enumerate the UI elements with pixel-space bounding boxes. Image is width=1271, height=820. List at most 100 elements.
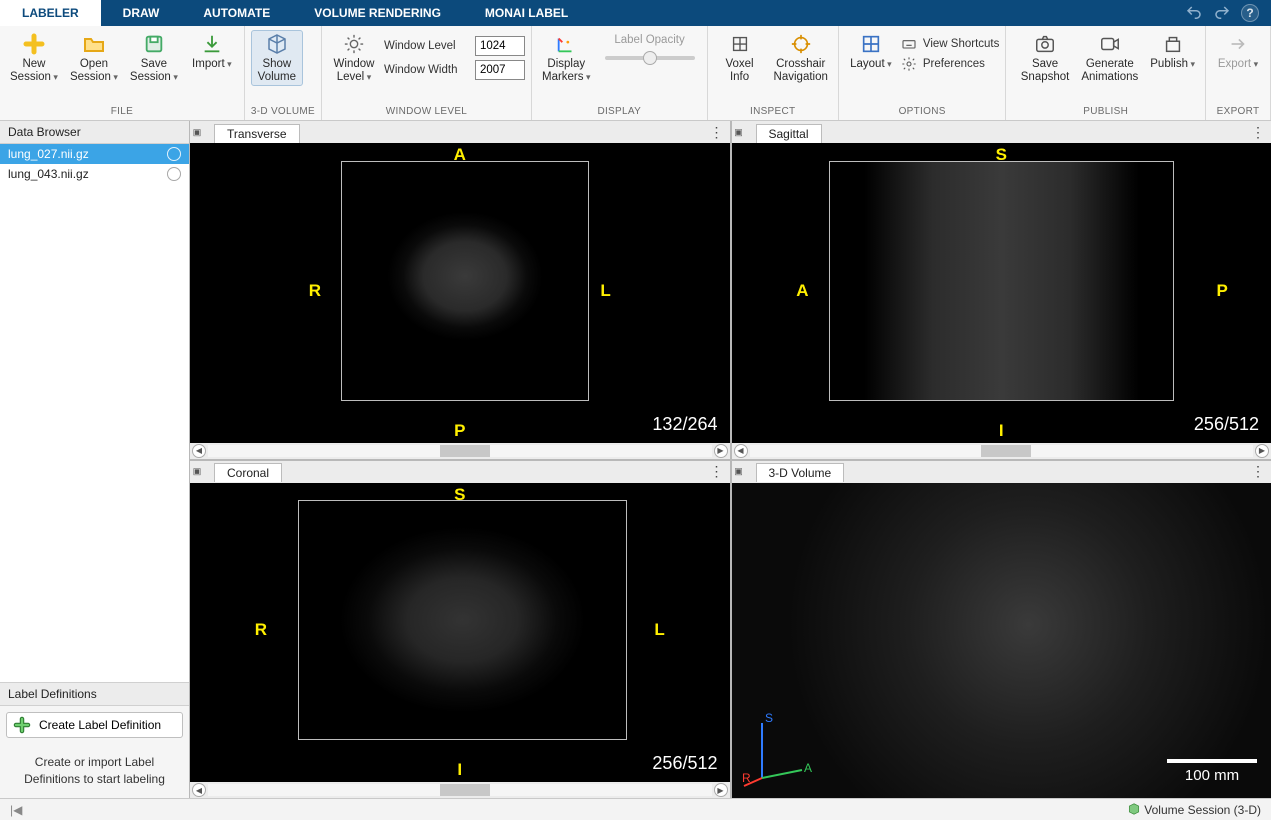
group-window-level: WindowLevel Window Level Window Width WI… [322,26,532,120]
group-label-inspect: INSPECT [714,104,832,120]
viewport-canvas[interactable]: S I R L 256/512 [190,483,730,783]
viewport-menu-icon[interactable]: ⋮ [1251,124,1265,141]
viewport-title[interactable]: Sagittal [756,124,822,143]
markers-icon [554,32,578,56]
group-publish: SaveSnapshot GenerateAnimations Publish … [1006,26,1206,120]
viewport-sagittal: ▣ Sagittal ⋮ S I A P 256/512 ◀▶ [732,121,1271,459]
help-icon[interactable]: ? [1241,4,1259,22]
window-level-input[interactable] [475,36,525,56]
label-opacity-slider[interactable] [605,56,695,60]
layout-button[interactable]: Layout [845,30,897,73]
export-button[interactable]: Export [1212,30,1264,73]
generate-animations-button[interactable]: GenerateAnimations [1077,30,1142,86]
orient-bottom: P [454,421,465,441]
group-label-3d-volume: 3-D VOLUME [251,104,315,120]
group-label-window-level: WINDOW LEVEL [328,104,525,120]
tab-labeler[interactable]: LABELER [0,0,101,26]
data-row[interactable]: lung_027.nii.gz [0,144,189,164]
data-browser-title: Data Browser [0,121,189,144]
viewport-transverse: ▣ Transverse ⋮ A P R L 132/264 ◀▶ [190,121,730,459]
slice-counter: 256/512 [1194,414,1259,435]
orient-top: S [996,145,1007,165]
viewport-menu-icon[interactable]: ⋮ [710,124,724,141]
viewport-title[interactable]: Coronal [214,463,282,482]
collapse-icon[interactable]: ▣ [734,466,744,477]
save-session-button[interactable]: SaveSession [126,30,182,86]
orient-bottom: I [457,760,462,780]
cube-icon [265,32,289,56]
orient-left: R [309,281,321,301]
svg-text:R: R [742,771,751,785]
viewport-title[interactable]: 3-D Volume [756,463,845,482]
viewport-menu-icon[interactable]: ⋮ [710,463,724,480]
viewport-canvas[interactable]: S R A 100 mm [732,483,1271,799]
orient-top: S [454,485,465,505]
crosshair-icon [789,32,813,56]
display-markers-button[interactable]: DisplayMarkers [538,30,595,86]
group-3d-volume: ShowVolume 3-D VOLUME [245,26,322,120]
status-left-icon[interactable]: |◀ [10,803,22,817]
folder-open-icon [82,32,106,56]
save-snapshot-button[interactable]: SaveSnapshot [1017,30,1074,86]
preferences-button[interactable]: Preferences [901,56,1000,72]
visibility-toggle-icon[interactable] [167,167,181,181]
label-definitions-title: Label Definitions [0,683,189,706]
orient-left: R [255,620,267,640]
visibility-toggle-icon[interactable] [167,147,181,161]
data-browser-list: lung_027.nii.gz lung_043.nii.gz [0,144,189,184]
new-session-button[interactable]: NewSession [6,30,62,86]
viewport-canvas[interactable]: S I A P 256/512 [732,143,1271,443]
collapse-icon[interactable]: ▣ [192,466,202,477]
viewport-scrollbar[interactable]: ◀▶ [732,443,1271,459]
data-row[interactable]: lung_043.nii.gz [0,164,189,184]
crosshair-nav-button[interactable]: CrosshairNavigation [770,30,832,86]
group-label-display: DISPLAY [538,104,701,120]
tab-volume-rendering[interactable]: VOLUME RENDERING [292,0,463,26]
undo-icon[interactable] [1185,4,1203,22]
window-width-input[interactable] [475,60,525,80]
viewport-title[interactable]: Transverse [214,124,300,143]
viewport-scrollbar[interactable]: ◀▶ [190,782,730,798]
orient-right: L [654,620,664,640]
brightness-icon [342,32,366,56]
tab-monai-label[interactable]: MONAI LABEL [463,0,590,26]
open-session-button[interactable]: OpenSession [66,30,122,86]
data-row-name: lung_043.nii.gz [8,167,89,181]
window-level-button[interactable]: WindowLevel [328,30,380,86]
viewport-canvas[interactable]: A P R L 132/264 [190,143,730,443]
orient-right: L [600,281,610,301]
view-shortcuts-button[interactable]: View Shortcuts [901,36,1000,52]
collapse-icon[interactable]: ▣ [734,127,744,138]
slice-counter: 256/512 [652,753,717,774]
layout-icon [859,32,883,56]
tab-draw[interactable]: DRAW [101,0,182,26]
viewport-menu-icon[interactable]: ⋮ [1251,463,1265,480]
sidebar: Data Browser lung_027.nii.gz lung_043.ni… [0,121,190,798]
ribbon: NewSession OpenSession SaveSession Impor… [0,26,1271,121]
redo-icon[interactable] [1213,4,1231,22]
slice-counter: 132/264 [652,414,717,435]
ribbon-tabstrip: LABELER DRAW AUTOMATE VOLUME RENDERING M… [0,0,1271,26]
group-export: Export EXPORT [1206,26,1271,120]
tab-automate[interactable]: AUTOMATE [181,0,292,26]
window-level-label: Window Level [384,40,469,52]
status-session-type: Volume Session (3-D) [1127,802,1261,817]
orient-bottom: I [999,421,1004,441]
viewport-scrollbar[interactable]: ◀▶ [190,443,730,459]
svg-text:S: S [765,711,773,725]
show-volume-button[interactable]: ShowVolume [251,30,303,86]
label-opacity-label: Label Opacity [605,34,695,46]
create-label-definition-button[interactable]: Create Label Definition [6,712,183,738]
export-icon [1226,32,1250,56]
plus-icon [13,716,31,734]
orient-left: A [796,281,808,301]
group-label-export: EXPORT [1212,104,1264,120]
import-button[interactable]: Import [186,30,238,73]
collapse-icon[interactable]: ▣ [192,127,202,138]
data-row-name: lung_027.nii.gz [8,147,89,161]
publish-button[interactable]: Publish [1146,30,1199,73]
viewport-coronal: ▣ Coronal ⋮ S I R L 256/512 ◀▶ [190,461,730,799]
voxel-info-button[interactable]: VoxelInfo [714,30,766,86]
group-label-publish: PUBLISH [1012,104,1199,120]
group-label-options: OPTIONS [845,104,1000,120]
